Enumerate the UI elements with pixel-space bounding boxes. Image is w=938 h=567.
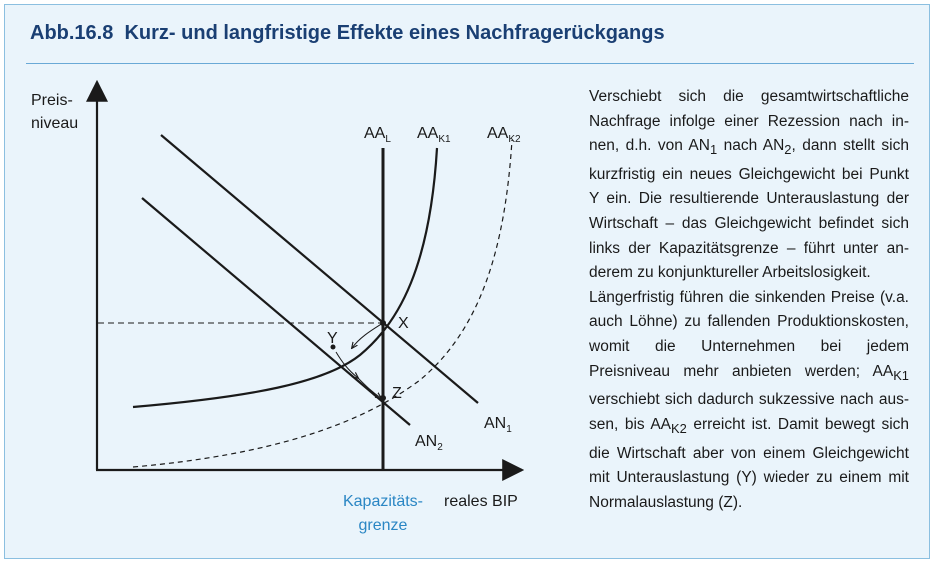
an2-label-sub: 2 xyxy=(437,442,443,453)
figure-frame xyxy=(4,4,930,559)
figure-title: Abb.16.8 Kurz- und langfristige Effekte … xyxy=(30,22,910,45)
aa-k1-label-sub: K1 xyxy=(438,134,451,145)
capacity-label-line1: Kapazitäts- xyxy=(343,493,423,510)
caption: Verschiebt sich die gesamtwirtschaftlich… xyxy=(589,85,909,515)
figure-title-text: Kurz- und langfristige Effekte eines Nac… xyxy=(124,22,665,44)
figure-number: Abb.16.8 xyxy=(30,22,114,44)
caption-paragraph-1: Verschiebt sich die gesamtwirtschaftlich… xyxy=(589,88,909,282)
y-axis-label-line2: niveau xyxy=(31,115,78,132)
aa-k2-curve xyxy=(132,139,513,468)
x-axis-label: reales BIP xyxy=(444,493,518,510)
an2-label: AN2 xyxy=(415,433,443,453)
an1-curve xyxy=(160,134,479,404)
aa-k1-label: AAK1 xyxy=(417,125,451,145)
aa-k2-label-sub: K2 xyxy=(508,134,521,145)
aa-l-label: AAL xyxy=(364,125,391,145)
an1-label: AN1 xyxy=(484,415,512,435)
point-z-label: Z xyxy=(392,385,402,402)
point-z-marker xyxy=(380,395,386,401)
adjustment-path-y-z-1 xyxy=(335,351,358,378)
an2-curve xyxy=(141,197,411,426)
title-rule xyxy=(26,63,914,64)
point-x-label: X xyxy=(398,315,409,332)
adjustment-path-x-y xyxy=(352,322,384,348)
caption-paragraph-2: Längerfristig führen die sinkenden Preis… xyxy=(589,288,910,511)
aa-k1-curve xyxy=(132,147,439,409)
aa-k2-label: AAK2 xyxy=(487,125,521,145)
point-y-label: Y xyxy=(327,330,338,347)
point-x-marker xyxy=(380,320,386,326)
y-axis-label-line1: Preis- xyxy=(31,92,73,109)
aa-l-label-sub: L xyxy=(385,134,391,145)
capacity-label-line2: grenze xyxy=(359,517,408,534)
adjustment-path-y-z-2 xyxy=(357,377,381,398)
an1-label-sub: 1 xyxy=(506,424,512,435)
point-y-marker xyxy=(330,344,336,350)
